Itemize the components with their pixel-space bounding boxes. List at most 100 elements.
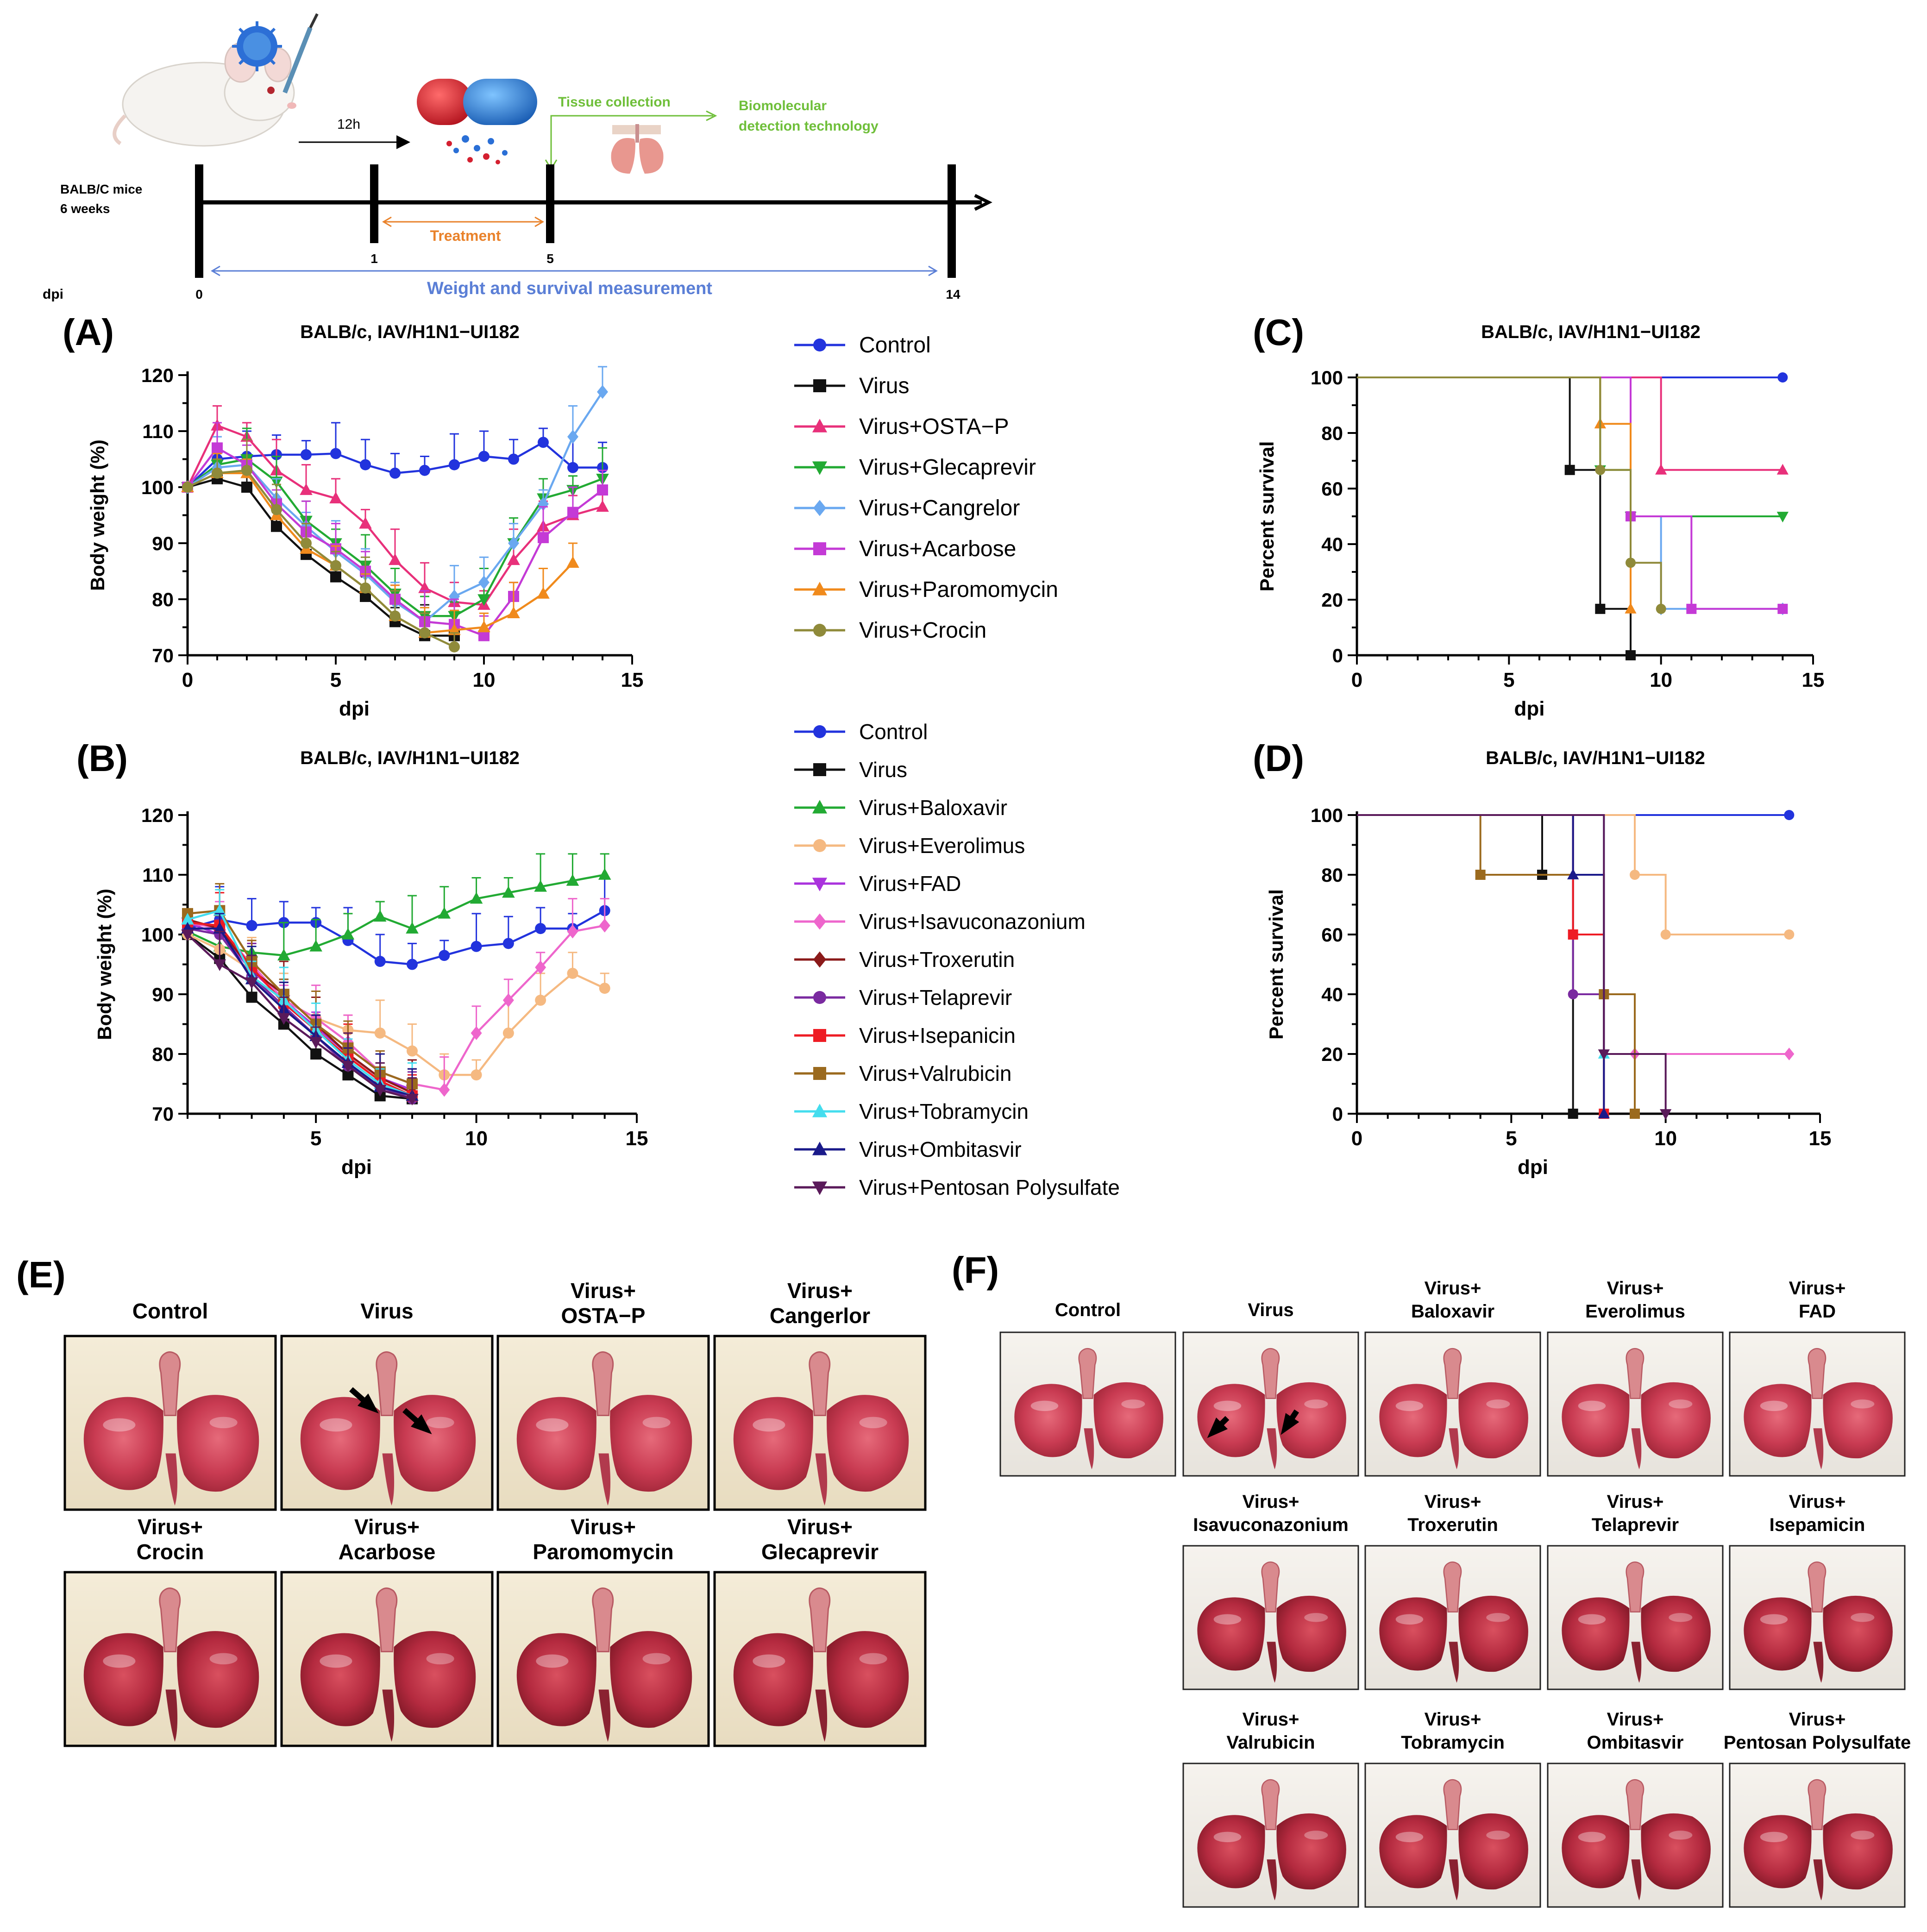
lung-photo-virus-pentosan-polysulfate: Virus+Pentosan Polysulfate [1724,1709,1911,1908]
legend-item-virus-isepanicin: Virus+Isepanicin [794,1023,1016,1048]
legend-item-virus: Virus [794,374,910,398]
highlight [642,1417,671,1429]
legend-label: Control [859,333,931,358]
biomolecular-label-1: Biomolecular [739,98,827,113]
data-point [471,941,482,952]
legend-marker [812,461,828,475]
y-tick-label: 100 [141,924,174,946]
data-point [330,571,341,583]
highlight [1304,1399,1328,1409]
data-point [538,532,549,543]
data-point [598,868,611,880]
accessory-lobe [1631,1642,1642,1683]
legend-label: Virus+Isepanicin [859,1023,1016,1048]
trachea [1626,1779,1645,1830]
data-point [567,967,578,979]
left-lung [83,1397,163,1490]
lung-photo-virus-troxerutin: Virus+ Troxerutin [1364,1492,1541,1690]
data-point [341,1061,355,1073]
lung-photo-virus-telaprevir: Virus+ Telaprevir [1547,1492,1724,1690]
data-point [599,918,610,933]
data-point [213,959,226,971]
data-point [182,482,193,493]
legend-item-virus: Virus [794,758,907,782]
data-point [374,1027,386,1039]
series-virus [182,452,460,641]
legend-marker [813,542,826,555]
lung-image [733,1587,909,1742]
photo-label: Control [132,1299,208,1323]
accessory-lobe [382,1689,395,1742]
lung-image [1744,1779,1893,1901]
data-point [502,993,514,1007]
data-point [1598,1049,1610,1060]
accessory-lobe [1813,1642,1824,1683]
highlight [536,1654,569,1668]
legend-item-virus-telaprevir: Virus+Telaprevir [794,985,1012,1010]
left-lung [300,1397,380,1490]
trachea [1443,1561,1462,1612]
y-tick-label: 90 [152,984,174,1005]
legend-label: Virus+Crocin [859,618,986,643]
legend-marker [813,763,826,776]
pipette-icon [282,13,319,94]
legend-label: Virus+Acarbose [859,537,1016,561]
legend-label: Virus+Troxerutin [859,947,1015,972]
mouse-label-1: BALB/C mice [60,182,142,196]
legend-marker [813,1067,826,1080]
data-point [1568,989,1578,999]
photo-label-line1: Virus+ [1789,1278,1846,1298]
data-point [389,610,401,622]
chart-panel-c: (C) BALB/c, IAV/H1N1−UI182 0 5 10 15 0 20 40 60 80… [1253,312,1824,720]
data-point [508,536,519,550]
legend-marker [813,339,826,351]
tissue-collection-arrow [550,115,713,167]
left-lung [1014,1384,1082,1457]
data-point [301,449,312,460]
trachea [1808,1348,1827,1399]
lung-image [1197,1779,1346,1901]
accessory-lobe [1449,1642,1459,1683]
right-lung [610,1631,692,1728]
highlight [1304,1613,1328,1622]
series-virus-valrubicin [1357,814,1640,1119]
data-point [373,1085,387,1097]
pointer-arrow-head [358,1393,379,1414]
highlight [426,1417,454,1429]
y-tick-label: 110 [142,864,174,886]
x-tick-label: 0 [182,669,193,691]
pointer-arrow-head [1280,1413,1299,1435]
data-point [507,553,520,565]
data-point [407,1045,418,1057]
legend-marker [813,913,826,930]
lung-photo-virus-paromomycin: Virus+Paromomycin [496,1515,710,1747]
legend-item-virus-valrubicin: Virus+Valrubicin [794,1061,1011,1085]
left-lung [1379,1384,1447,1457]
data-point [419,464,430,476]
data-point [538,437,549,448]
y-axis-label: Percent survival [1256,441,1278,592]
data-point [1625,602,1637,614]
data-point [309,1037,322,1049]
legend-item-virus-everolimus: Virus+Everolimus [794,834,1025,858]
right-lung [1093,1382,1163,1459]
highlight [1669,1613,1693,1622]
chart-panel-b: (B) BALB/c, IAV/H1N1−UI182 5 10 15 70 80 90 100 1… [76,720,1120,1199]
trachea [1808,1779,1827,1830]
photo-label-line1: Virus+ [1425,1278,1481,1298]
data-point [373,910,387,922]
trachea [1626,1561,1645,1612]
x-tick-label: 10 [465,1127,488,1150]
left-lung [1197,1597,1265,1671]
series-line [1357,814,1667,1114]
highlight [1578,1400,1606,1411]
highlight [1213,1832,1242,1843]
legend-item-virus-glecaprevir: Virus+Glecaprevir [794,455,1036,480]
data-point [597,484,608,496]
legend-label: Virus+Telaprevir [859,985,1012,1010]
data-point [449,459,460,470]
photo-label-line2: Ombitasvir [1587,1732,1684,1753]
y-tick-label: 40 [1321,533,1343,555]
photo-label-line1: Virus+ [787,1515,853,1539]
data-point [439,1083,450,1097]
